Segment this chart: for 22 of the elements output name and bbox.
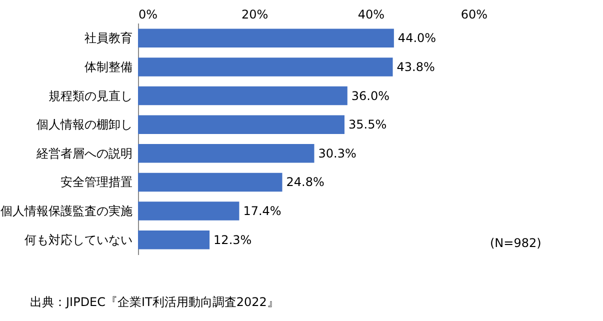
y-tick-label: 経営者層への説明 [36, 146, 132, 160]
data-label: 35.5% [348, 118, 387, 132]
x-tick-label: 40% [358, 8, 385, 22]
y-tick-label: 体制整備 [84, 60, 132, 74]
x-tick-label: 0% [138, 8, 158, 22]
data-label: 12.3% [214, 232, 252, 247]
y-tick-label: 個人情報の棚卸し [36, 118, 132, 132]
data-label: 30.3% [318, 146, 356, 160]
x-tick-label: 60% [460, 8, 488, 22]
text: (N=982) [490, 236, 542, 250]
y-tick-label: 何も対応していない [24, 232, 132, 247]
data-label: 17.4% [243, 204, 282, 218]
y-tick-label: 安全管理措置 [60, 175, 132, 190]
data-label: 24.8% [286, 175, 324, 190]
y-tick-label: 規程類の見直し [48, 88, 132, 103]
y-tick-label: 個人情報保護監査の実施 [0, 204, 132, 218]
x-tick-label: 20% [241, 8, 268, 22]
source-note: 出典：JIPDEC『企業IT利活用動向調査2022』 [30, 294, 279, 311]
data-label: 43.8% [396, 60, 435, 74]
data-label: 36.0% [351, 88, 390, 103]
data-label: 44.0% [398, 31, 436, 46]
y-tick-label: 社員教育 [84, 31, 132, 46]
